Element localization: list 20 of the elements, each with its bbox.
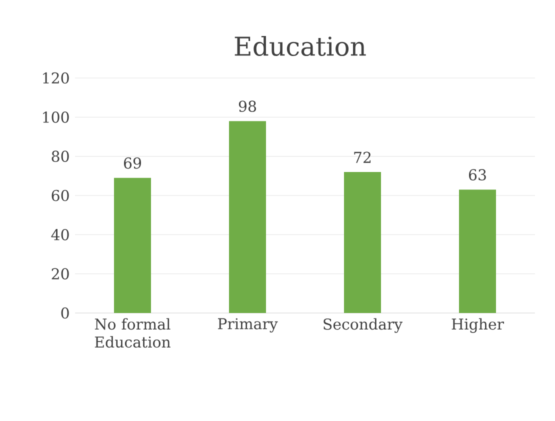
y-tick-label: 80 (52, 150, 69, 162)
x-tick-label: Higher (452, 318, 504, 333)
y-tick-label: 0 (61, 307, 69, 319)
x-tick-label: Primary (218, 318, 278, 332)
y-tick-label: 100 (43, 112, 69, 123)
y-tick-label: 40 (51, 229, 69, 240)
data-label: 63 (468, 169, 486, 180)
bar (459, 190, 496, 313)
data-label: 98 (238, 100, 256, 112)
y-tick-label: 120 (43, 72, 69, 84)
bar (229, 121, 266, 313)
y-tick-label: 60 (52, 190, 69, 202)
chart-title: Education (234, 36, 366, 56)
x-tick-label: No formal Education (94, 318, 170, 348)
data-label: 72 (354, 152, 371, 163)
x-tick-label: Secondary (324, 318, 403, 333)
bar (114, 178, 151, 313)
data-label: 69 (124, 157, 141, 169)
y-tick-label: 20 (52, 268, 69, 280)
bar (344, 172, 382, 313)
